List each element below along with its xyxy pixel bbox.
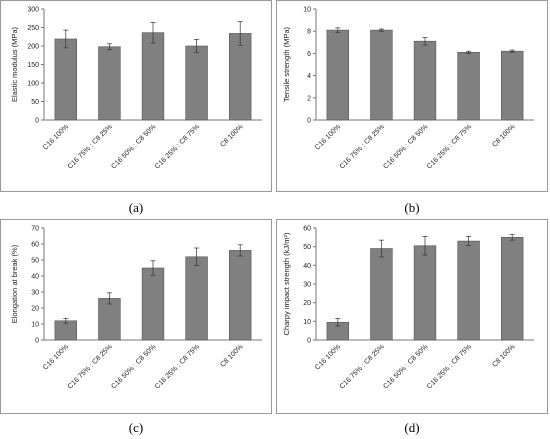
y-tick-label: 20 bbox=[303, 300, 311, 307]
y-tick-label: 50 bbox=[31, 99, 39, 106]
y-tick-label: 100 bbox=[27, 81, 39, 88]
y-tick-label: 300 bbox=[27, 7, 39, 14]
x-tick-label: C16 50% : C8 50% bbox=[382, 343, 429, 390]
y-tick-label: 40 bbox=[31, 274, 39, 281]
x-tick-label: C16 100% bbox=[314, 343, 342, 371]
y-tick-label: 0 bbox=[35, 118, 39, 125]
bar bbox=[500, 237, 524, 341]
y-tick-label: 0 bbox=[307, 338, 311, 345]
y-tick-label: 6 bbox=[307, 51, 311, 58]
x-tick-label: C16 75% : C8 25% bbox=[339, 343, 386, 390]
panel-label-a: (a) bbox=[128, 200, 144, 215]
y-tick-label: 10 bbox=[303, 7, 311, 14]
x-tick-label: C8 100% bbox=[491, 343, 516, 368]
panel-label-d: (d) bbox=[404, 420, 420, 435]
y-tick-label: 30 bbox=[31, 290, 39, 297]
y-tick-label: 40 bbox=[303, 263, 311, 270]
panel-label-c: (c) bbox=[128, 420, 144, 435]
y-tick-label: 20 bbox=[31, 306, 39, 313]
y-tick-label: 0 bbox=[35, 338, 39, 345]
y-axis-title: Elongation at break (%) bbox=[10, 244, 19, 323]
y-tick-label: 4 bbox=[307, 73, 311, 80]
y-tick-label: 200 bbox=[27, 44, 39, 51]
x-tick-label: C16 25% : C8 75% bbox=[426, 343, 473, 390]
y-tick-label: 150 bbox=[27, 62, 39, 69]
bar bbox=[457, 240, 480, 341]
y-tick-label: 60 bbox=[31, 242, 39, 249]
bar bbox=[413, 245, 437, 341]
panel-label-b: (b) bbox=[404, 200, 420, 215]
y-tick-label: 50 bbox=[31, 258, 39, 265]
y-tick-label: 30 bbox=[303, 282, 311, 289]
y-tick-label: 2 bbox=[307, 95, 311, 102]
y-tick-label: 10 bbox=[303, 319, 311, 326]
y-axis-title: Tensile strength (MPa) bbox=[282, 26, 291, 102]
y-axis-title: Elastic modulus (MPa) bbox=[10, 26, 19, 102]
panel-frame-a bbox=[0, 0, 272, 192]
y-tick-label: 0 bbox=[307, 118, 311, 125]
y-tick-label: 60 bbox=[303, 226, 311, 233]
y-tick-label: 70 bbox=[31, 226, 39, 233]
y-tick-label: 50 bbox=[303, 244, 311, 251]
y-tick-label: 10 bbox=[31, 322, 39, 329]
bar bbox=[370, 248, 393, 341]
y-tick-label: 250 bbox=[27, 25, 39, 32]
panel-frame-c bbox=[0, 219, 272, 414]
y-axis-title: Charpy impact strength (kJ/m²) bbox=[282, 232, 291, 335]
y-tick-label: 8 bbox=[307, 29, 311, 36]
